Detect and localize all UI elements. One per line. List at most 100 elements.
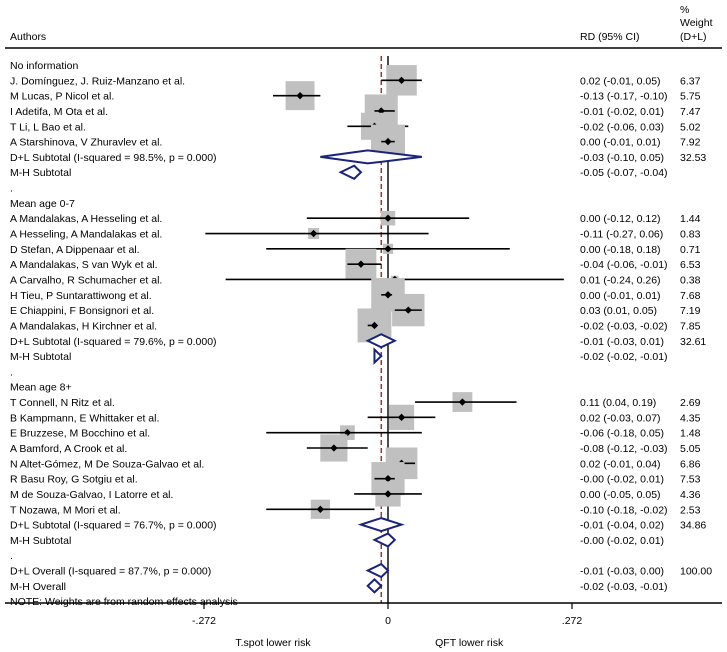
weight-value: 4.36 xyxy=(680,489,701,501)
rd-ci-value: -0.11 (-0.27, 0.06) xyxy=(580,229,663,241)
pooled-diamond xyxy=(365,562,390,579)
rd-ci-value: -0.10 (-0.18, -0.02) xyxy=(580,504,668,516)
x-axis: -.272 0 .272 T.spot lower risk QFT lower ris… xyxy=(192,603,582,649)
rd-ci-value: 0.00 (-0.12, 0.12) xyxy=(580,213,661,225)
pooled-diamond xyxy=(365,333,398,349)
footnote: NOTE: Weights are from random effects an… xyxy=(10,596,238,608)
point-estimate xyxy=(397,76,406,84)
weight-value: 6.86 xyxy=(680,458,701,470)
weight-value: 0.83 xyxy=(680,229,701,241)
subtotal-label: D+L Subtotal (I-squared = 76.7%, p = 0.0… xyxy=(10,520,217,532)
study-label: A Mandalakas, S van Wyk et al. xyxy=(10,259,158,271)
rd-ci-value: -0.04 (-0.06, -0.01) xyxy=(580,259,668,271)
weight-value: 5.05 xyxy=(680,443,701,455)
x-left-label: T.spot lower risk xyxy=(235,637,311,649)
study-label: D Stefan, A Dippenaar et al. xyxy=(10,244,140,256)
subtotal-label: D+L Subtotal (I-squared = 79.6%, p = 0.0… xyxy=(10,336,217,348)
weight-value: 5.02 xyxy=(680,121,701,133)
weight-value: 7.68 xyxy=(680,290,701,302)
point-estimate xyxy=(397,413,406,422)
header-group: Authors RD (95% CI) % Weight (D+L) xyxy=(10,4,713,43)
pooled-diamond xyxy=(373,347,383,365)
study-label: A Mandalakas, H Kirchner et al. xyxy=(10,320,157,332)
rd-ci-value: -0.02 (-0.02, -0.01) xyxy=(580,351,668,363)
subtotal-label: M-H Subtotal xyxy=(10,167,71,179)
weight-value: 0.38 xyxy=(680,274,701,286)
study-label: T Connell, N Ritz et al. xyxy=(10,397,115,409)
rd-ci-value: 0.02 (-0.01, 0.05) xyxy=(580,75,661,87)
plot-layer xyxy=(205,56,564,603)
point-estimate xyxy=(309,229,318,238)
rd-ci-value: -0.01 (-0.03, 0.01) xyxy=(580,336,664,348)
weight-value: 1.48 xyxy=(680,428,701,440)
study-label: A Hesseling, A Mandalakas et al. xyxy=(10,229,162,241)
point-estimate xyxy=(357,260,365,268)
weight-value: 34.86 xyxy=(680,520,706,532)
pooled-diamond xyxy=(357,517,405,533)
weight-value: 2.69 xyxy=(680,397,701,409)
rd-ci-value: -0.05 (-0.07, -0.04) xyxy=(580,167,668,179)
weight-value: 7.92 xyxy=(680,137,701,149)
rd-ci-value: -0.02 (-0.03, -0.02) xyxy=(580,320,668,332)
group-header: Mean age 8+ xyxy=(10,382,72,394)
subtotal-label: M-H Subtotal xyxy=(10,351,71,363)
point-estimate xyxy=(370,321,379,330)
weight-value: 32.61 xyxy=(680,336,706,348)
study-label: M de Souza-Galvao, I Latorre et al. xyxy=(10,489,173,501)
weight-value: 7.19 xyxy=(680,305,701,317)
weight-header-line-1: % xyxy=(680,4,689,16)
rd-ci-value: -0.03 (-0.10, 0.05) xyxy=(580,152,664,164)
spacer-dot: . xyxy=(10,550,13,562)
study-label: T Li, L Bao et al. xyxy=(10,121,86,133)
group-header: No information xyxy=(10,60,78,72)
rd-ci-value: 0.00 (-0.05, 0.05) xyxy=(580,489,661,501)
point-estimate xyxy=(458,398,467,406)
rd-ci-value: -0.00 (-0.02, 0.01) xyxy=(580,474,664,486)
x-tick-label: 0 xyxy=(385,615,391,627)
study-label: A Carvalho, R Schumacher et al. xyxy=(10,274,162,286)
x-right-label: QFT lower risk xyxy=(435,637,504,649)
study-label: M Lucas, P Nicol et al. xyxy=(10,91,114,103)
rd-ci-value: 0.03 (0.01, 0.05) xyxy=(580,305,657,317)
weight-header-line-3: (D+L) xyxy=(680,31,707,43)
subtotal-label: D+L Subtotal (I-squared = 98.5%, p = 0.0… xyxy=(10,152,217,164)
rd-ci-value: -0.01 (-0.02, 0.01) xyxy=(580,106,664,118)
point-estimate xyxy=(404,306,412,314)
weight-value: 0.71 xyxy=(680,244,701,256)
rd-header: RD (95% CI) xyxy=(580,31,640,43)
spacer-dot: . xyxy=(10,366,13,378)
study-label: J. Domínguez, J. Ruiz-Manzano et al. xyxy=(10,75,185,87)
rd-ci-value: 0.11 (0.04, 0.19) xyxy=(580,397,656,409)
pooled-diamond xyxy=(372,532,397,548)
weight-value: 6.53 xyxy=(680,259,701,271)
study-label: A Starshinova, V Zhuravlev et al. xyxy=(10,137,162,149)
study-label: H Tieu, P Suntarattiwong et al. xyxy=(10,290,152,302)
rd-ci-value: -0.02 (-0.03, -0.01) xyxy=(580,581,668,593)
authors-header: Authors xyxy=(10,31,46,43)
rd-ci-value: -0.00 (-0.02, 0.01) xyxy=(580,535,664,547)
subtotal-label: M-H Subtotal xyxy=(10,535,71,547)
subtotal-label: M-H Overall xyxy=(10,581,66,593)
x-tick-label: .272 xyxy=(562,615,583,627)
rd-ci-value: 0.00 (-0.01, 0.01) xyxy=(580,290,661,302)
group-header: Mean age 0-7 xyxy=(10,198,75,210)
x-tick-label: -.272 xyxy=(192,615,216,627)
point-estimate xyxy=(384,490,392,498)
rd-ci-value: -0.08 (-0.12, -0.03) xyxy=(580,443,668,455)
study-label: I Adetifa, M Ota et al. xyxy=(10,106,108,118)
weight-value: 2.53 xyxy=(680,504,701,516)
study-label: A Bamford, A Crook et al. xyxy=(10,443,127,455)
study-label: E Bruzzese, M Bocchino et al. xyxy=(10,428,150,440)
subtotal-label: D+L Overall (I-squared = 87.7%, p = 0.00… xyxy=(10,566,211,578)
study-label: E Chiappini, F Bonsignori et al. xyxy=(10,305,154,317)
study-label: A Mandalakas, A Hesseling et al. xyxy=(10,213,162,225)
weight-value: 32.53 xyxy=(680,152,706,164)
weight-value: 7.53 xyxy=(680,474,701,486)
rd-ci-value: -0.13 (-0.17, -0.10) xyxy=(580,91,668,103)
rd-ci-value: 0.02 (-0.03, 0.07) xyxy=(580,412,661,424)
study-label: T Nozawa, M Mori et al. xyxy=(10,504,121,516)
rd-ci-value: 0.00 (-0.18, 0.18) xyxy=(580,244,661,256)
weight-value: 6.37 xyxy=(680,75,701,87)
weight-header-line-2: Weight xyxy=(680,17,713,29)
